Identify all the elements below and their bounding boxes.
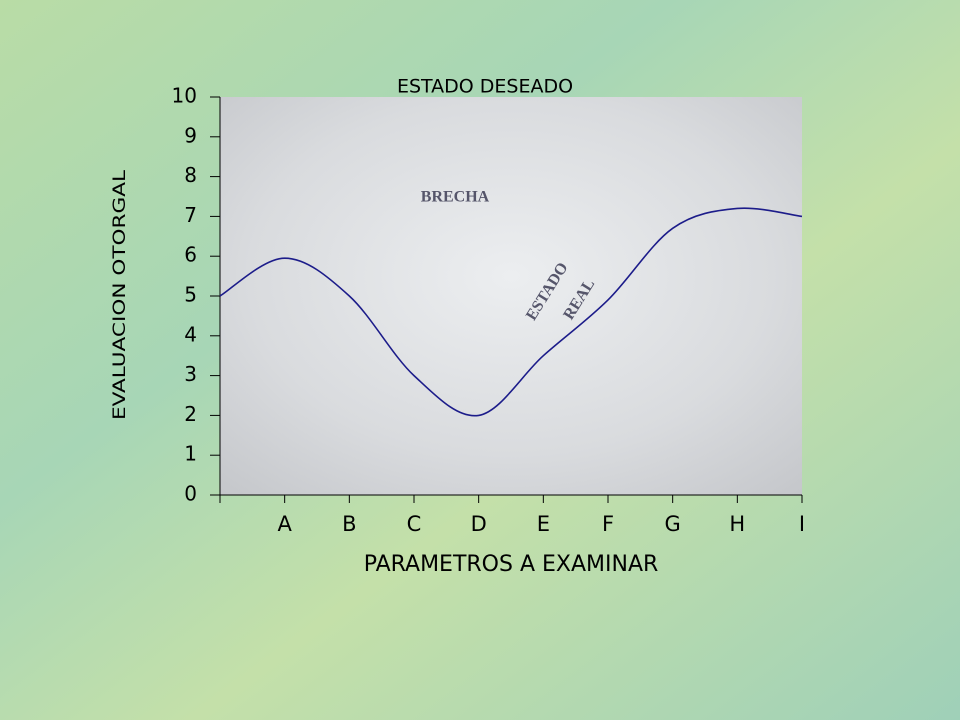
y-tick-label: 3: [184, 362, 197, 386]
y-tick-label: 9: [184, 123, 197, 147]
x-axis-label: PARAMETROS A EXAMINAR: [364, 552, 659, 577]
x-tick-label: A: [277, 512, 292, 536]
data-line: [219, 207, 803, 417]
chart-title: ESTADO DESEADO: [397, 76, 573, 98]
annotation: BRECHA: [421, 189, 490, 206]
x-tick-label: F: [602, 512, 614, 536]
x-tick-label: H: [729, 512, 745, 536]
x-tick-label: C: [407, 512, 422, 536]
x-tick-label: I: [799, 512, 805, 536]
x-tick-label: D: [471, 512, 487, 536]
y-tick-label: 5: [184, 283, 197, 307]
x-tick-label: E: [537, 512, 550, 536]
y-tick-label: 0: [184, 482, 197, 506]
y-tick-label: 2: [184, 402, 197, 426]
x-tick-label: G: [665, 512, 681, 536]
y-tick-label: 8: [184, 163, 197, 187]
plot-area: [220, 97, 802, 495]
y-tick-label: 7: [184, 203, 197, 227]
y-tick-label: 10: [172, 84, 197, 108]
y-tick-label: 1: [184, 442, 197, 466]
y-tick-label: 6: [184, 243, 197, 267]
x-tick-label: B: [342, 512, 356, 536]
y-tick-label: 4: [184, 322, 197, 346]
y-axis-label: EVALUACION OTORGAL: [110, 169, 130, 420]
